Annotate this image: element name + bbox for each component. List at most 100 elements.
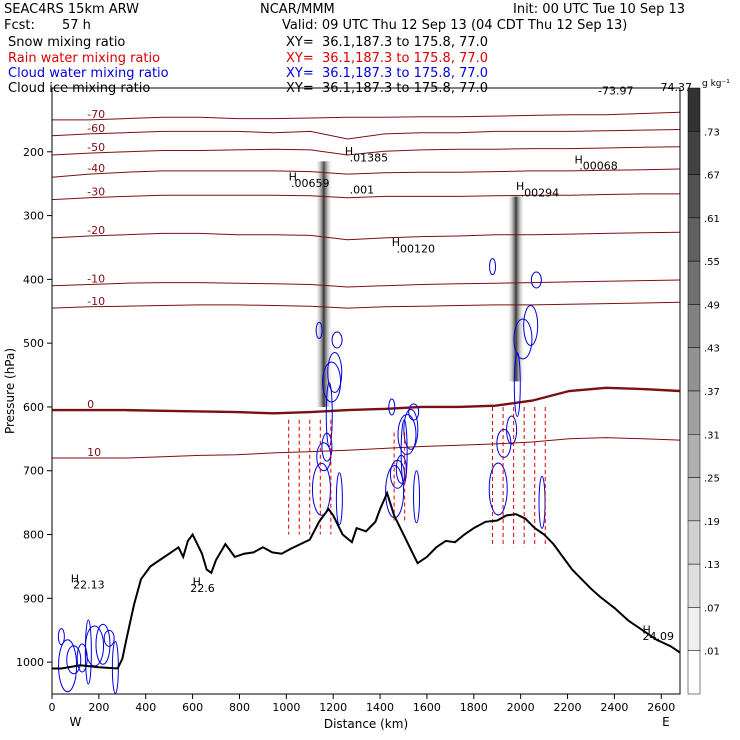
cloud-water-contour [506, 415, 518, 445]
colorbar-segment [687, 477, 701, 522]
x-tick-label: 1000 [272, 701, 300, 714]
cloud-water-contour [538, 475, 546, 529]
colorbar-label: .13 [704, 560, 720, 571]
isotherm-line [51, 129, 681, 140]
rain-column-layer [288, 406, 546, 548]
y-axis-label: Pressure (hPa) [3, 348, 17, 434]
snow-plume [506, 196, 525, 382]
colorbar-segment [687, 87, 701, 132]
annotation-layer: H.00659H.01385.001H.00120H.00068H.00294-… [71, 81, 692, 643]
forecast-hours: 57 h [62, 18, 91, 33]
cloud-water-contour [488, 462, 508, 516]
x-tick-label: 2600 [647, 701, 675, 714]
cloud-water-layer [57, 258, 546, 694]
isotherm-label: -20 [87, 224, 105, 237]
y-tick-label: 1000 [16, 656, 44, 669]
cloud-water-contour [523, 305, 539, 347]
y-tick-label: 900 [23, 592, 44, 605]
cloud-water-contour [325, 382, 333, 448]
y-tick-label: 200 [23, 146, 44, 159]
isotherm-label: 0 [87, 398, 94, 411]
colorbar-segment [687, 607, 701, 651]
field-cloud-water-name: Cloud water mixing ratio [8, 66, 169, 81]
field-cloud-water-xy: XY= 36.1,187.3 to 175.8, 77.0 [286, 66, 489, 81]
colorbar-label: .49 [704, 300, 720, 311]
cloud-water-contour [403, 408, 419, 450]
x-tick-label: 2000 [507, 701, 535, 714]
extrema-label: .01385 [350, 151, 389, 164]
cloud-water-contour [311, 462, 331, 516]
colorbar-label: .61 [704, 214, 720, 225]
extrema-label: .001 [350, 183, 375, 196]
extrema-label: 22.13 [73, 579, 105, 592]
colorbar-segment [687, 217, 701, 262]
extrema-label: -73.97 [598, 84, 633, 97]
cloud-water-contour [400, 419, 408, 485]
cloud-water-contour [95, 623, 111, 665]
x-axis-label: Distance (km) [324, 717, 408, 731]
y-tick-label: 500 [23, 337, 44, 350]
colorbar-segment [687, 347, 701, 392]
snow-plume-layer [314, 161, 525, 407]
colorbar-label: .01 [704, 647, 720, 658]
x-tick-label: 600 [182, 701, 203, 714]
isotherm-label: -10 [87, 295, 105, 308]
isotherm-line [51, 279, 681, 288]
isotherm-label: -60 [87, 122, 105, 135]
colorbar-segment [687, 304, 701, 348]
colorbar-unit: g kg⁻¹ [702, 79, 730, 89]
extrema-label: 24.09 [643, 630, 675, 643]
isotherm-label: -70 [87, 108, 105, 121]
colorbar-label: .43 [704, 344, 720, 355]
cloud-water-contour [327, 352, 343, 394]
field-rain-xy: XY= 36.1,187.3 to 175.8, 77.0 [286, 51, 489, 66]
x-tick-label: 200 [88, 701, 109, 714]
cloud-water-contour [335, 472, 343, 526]
cloud-water-contour [489, 258, 497, 276]
cloud-water-contour [322, 361, 342, 403]
model-title: SEAC4RS 15km ARW [4, 2, 140, 17]
plot-frame [51, 87, 681, 695]
forecast-label: Fcst: [4, 18, 35, 33]
colorbar-segment [687, 174, 701, 219]
cloud-water-contour [513, 351, 521, 417]
colorbar-label: .19 [704, 517, 720, 528]
isotherm-label: -30 [87, 186, 105, 199]
y-tick-label: 700 [23, 465, 44, 478]
colorbar-label: .31 [704, 430, 720, 441]
cloud-water-contour [331, 331, 343, 349]
isotherm-line [52, 437, 681, 459]
cloud-water-contour [397, 414, 417, 456]
colorbar-label: .37 [704, 387, 720, 398]
west-label: W [69, 715, 81, 729]
isotherm-line [51, 231, 681, 241]
terrain-line [52, 490, 681, 670]
y-tick-label: 600 [23, 401, 44, 414]
cloud-water-contour [530, 271, 542, 289]
terrain-layer [52, 490, 681, 670]
extrema-label: .00659 [291, 177, 330, 190]
x-tick-label: 0 [49, 701, 56, 714]
x-tick-label: 800 [229, 701, 250, 714]
extrema-label: .00068 [579, 160, 618, 173]
cloud-water-contour [413, 470, 421, 524]
field-rain-name: Rain water mixing ratio [8, 51, 161, 66]
isotherm-line [51, 146, 681, 156]
x-tick-label: 400 [135, 701, 156, 714]
extrema-label: .00120 [396, 243, 435, 256]
colorbar-layer: .73 .67 .61 .55 .49 .43 .37 .31 .25 .19 .13 .07 .01 g… [687, 79, 730, 695]
cloud-water-contour [513, 318, 533, 360]
x-tick-label: 2200 [554, 701, 582, 714]
x-tick-label: 2400 [600, 701, 628, 714]
colorbar-segment [687, 131, 701, 175]
extrema-label: H [193, 576, 201, 589]
extrema-label: .00294 [521, 186, 560, 199]
cloud-water-contour [315, 321, 323, 339]
colorbar-label: .55 [704, 257, 720, 268]
extrema-label: H [575, 153, 583, 166]
east-label: E [662, 715, 670, 729]
isotherm-layer: -70-60 -50 -40 -30 -20 -10 -10 0 10 [51, 108, 681, 459]
valid-time: Valid: 09 UTC Thu 12 Sep 13 (04 CDT Thu … [282, 18, 628, 33]
extrema-label: 22.6 [190, 582, 215, 595]
